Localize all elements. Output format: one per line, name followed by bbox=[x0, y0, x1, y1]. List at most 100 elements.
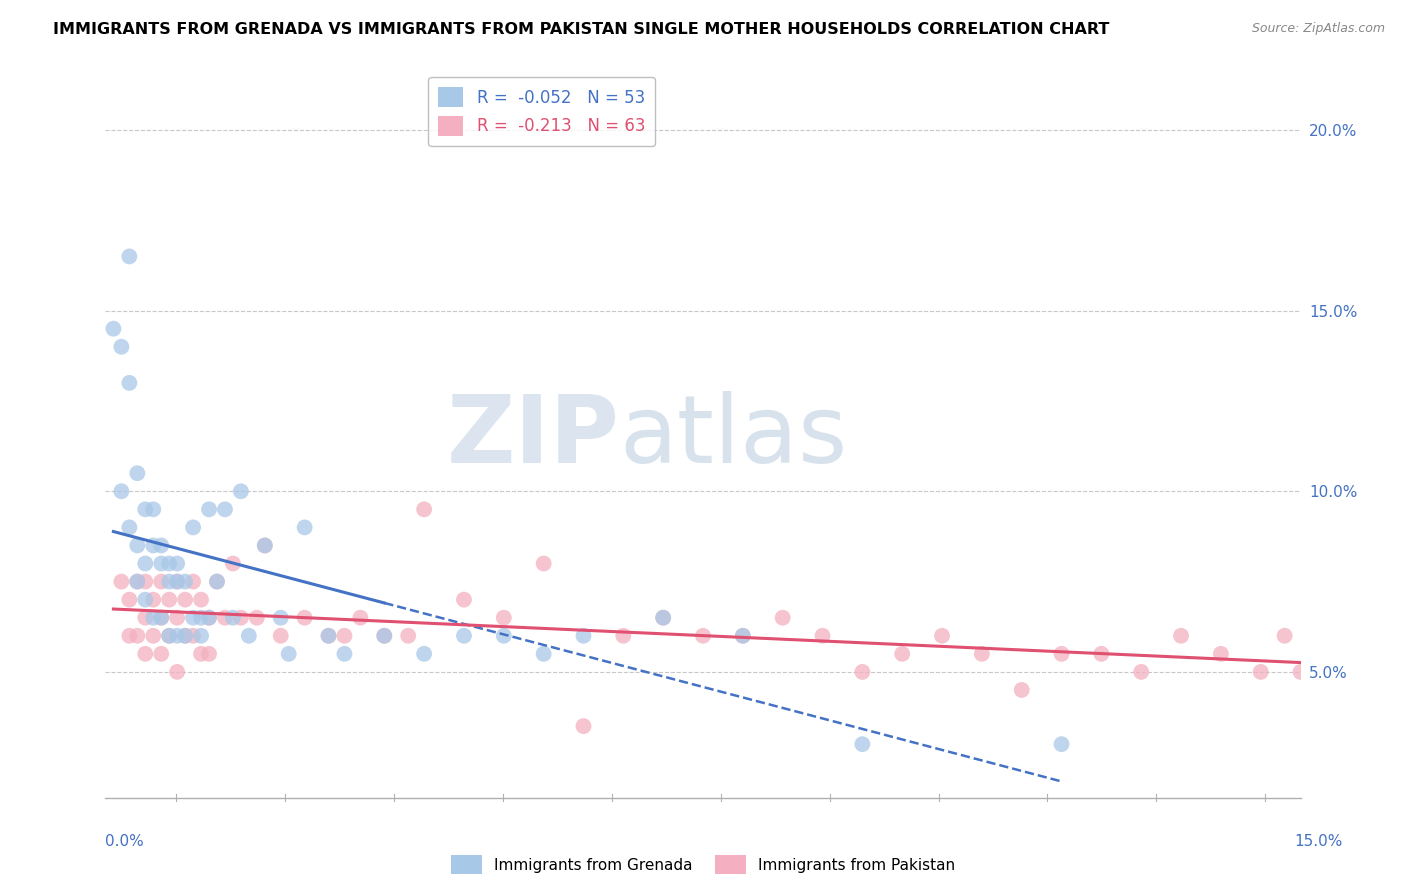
Point bbox=[181, 520, 204, 534]
Text: ZIP: ZIP bbox=[447, 391, 619, 483]
Point bbox=[652, 610, 675, 624]
Point bbox=[157, 557, 180, 571]
Point bbox=[142, 538, 165, 552]
Text: atlas: atlas bbox=[619, 391, 848, 483]
Point bbox=[134, 574, 156, 589]
Point bbox=[1011, 683, 1033, 698]
Point bbox=[1130, 665, 1153, 679]
Point bbox=[373, 629, 395, 643]
Point bbox=[453, 629, 475, 643]
Point bbox=[396, 629, 419, 643]
Point bbox=[533, 557, 555, 571]
Point bbox=[134, 592, 156, 607]
Point bbox=[166, 610, 188, 624]
Point bbox=[198, 647, 221, 661]
Point bbox=[1050, 647, 1073, 661]
Point bbox=[190, 592, 212, 607]
Point bbox=[110, 484, 132, 499]
Point bbox=[270, 629, 292, 643]
Point bbox=[413, 502, 436, 516]
Point bbox=[166, 557, 188, 571]
Point bbox=[166, 629, 188, 643]
Point bbox=[134, 610, 156, 624]
Point bbox=[333, 647, 356, 661]
Point bbox=[413, 647, 436, 661]
Point bbox=[134, 647, 156, 661]
Point bbox=[238, 629, 260, 643]
Point bbox=[190, 610, 212, 624]
Point bbox=[1090, 647, 1112, 661]
Point bbox=[1209, 647, 1232, 661]
Point bbox=[190, 629, 212, 643]
Point bbox=[190, 647, 212, 661]
Point bbox=[652, 610, 675, 624]
Point bbox=[851, 665, 873, 679]
Point bbox=[142, 592, 165, 607]
Point bbox=[157, 629, 180, 643]
Point bbox=[349, 610, 371, 624]
Point bbox=[118, 376, 141, 390]
Point bbox=[157, 629, 180, 643]
Point bbox=[214, 610, 236, 624]
Point bbox=[318, 629, 340, 643]
Point bbox=[229, 484, 252, 499]
Point bbox=[246, 610, 269, 624]
Point bbox=[150, 610, 173, 624]
Point bbox=[222, 557, 245, 571]
Point bbox=[118, 249, 141, 264]
Point bbox=[229, 610, 252, 624]
Point bbox=[205, 574, 228, 589]
Point bbox=[333, 629, 356, 643]
Point bbox=[533, 647, 555, 661]
Point bbox=[851, 737, 873, 751]
Point bbox=[157, 574, 180, 589]
Point bbox=[205, 574, 228, 589]
Point bbox=[572, 719, 595, 733]
Point bbox=[270, 610, 292, 624]
Point bbox=[1274, 629, 1296, 643]
Point bbox=[118, 520, 141, 534]
Point bbox=[294, 610, 316, 624]
Point bbox=[318, 629, 340, 643]
Point bbox=[142, 610, 165, 624]
Legend: R =  -0.052   N = 53, R =  -0.213   N = 63: R = -0.052 N = 53, R = -0.213 N = 63 bbox=[429, 77, 655, 146]
Point bbox=[181, 574, 204, 589]
Point bbox=[166, 665, 188, 679]
Point bbox=[198, 610, 221, 624]
Text: IMMIGRANTS FROM GRENADA VS IMMIGRANTS FROM PAKISTAN SINGLE MOTHER HOUSEHOLDS COR: IMMIGRANTS FROM GRENADA VS IMMIGRANTS FR… bbox=[53, 22, 1109, 37]
Point bbox=[277, 647, 299, 661]
Point bbox=[150, 557, 173, 571]
Text: 0.0%: 0.0% bbox=[105, 834, 145, 848]
Point bbox=[612, 629, 634, 643]
Point bbox=[453, 592, 475, 607]
Point bbox=[150, 647, 173, 661]
Point bbox=[222, 610, 245, 624]
Point bbox=[174, 574, 197, 589]
Point bbox=[253, 538, 276, 552]
Point bbox=[110, 340, 132, 354]
Point bbox=[110, 574, 132, 589]
Point bbox=[127, 574, 149, 589]
Point bbox=[891, 647, 914, 661]
Point bbox=[142, 629, 165, 643]
Point bbox=[931, 629, 953, 643]
Point bbox=[150, 574, 173, 589]
Point bbox=[127, 538, 149, 552]
Point bbox=[970, 647, 993, 661]
Point bbox=[174, 592, 197, 607]
Point bbox=[1250, 665, 1272, 679]
Point bbox=[731, 629, 754, 643]
Point bbox=[150, 610, 173, 624]
Point bbox=[174, 629, 197, 643]
Point bbox=[1289, 665, 1312, 679]
Point bbox=[1170, 629, 1192, 643]
Point bbox=[692, 629, 714, 643]
Point bbox=[181, 610, 204, 624]
Text: 15.0%: 15.0% bbox=[1295, 834, 1343, 848]
Point bbox=[127, 574, 149, 589]
Point bbox=[142, 502, 165, 516]
Point bbox=[294, 520, 316, 534]
Point bbox=[157, 592, 180, 607]
Point bbox=[811, 629, 834, 643]
Point bbox=[198, 502, 221, 516]
